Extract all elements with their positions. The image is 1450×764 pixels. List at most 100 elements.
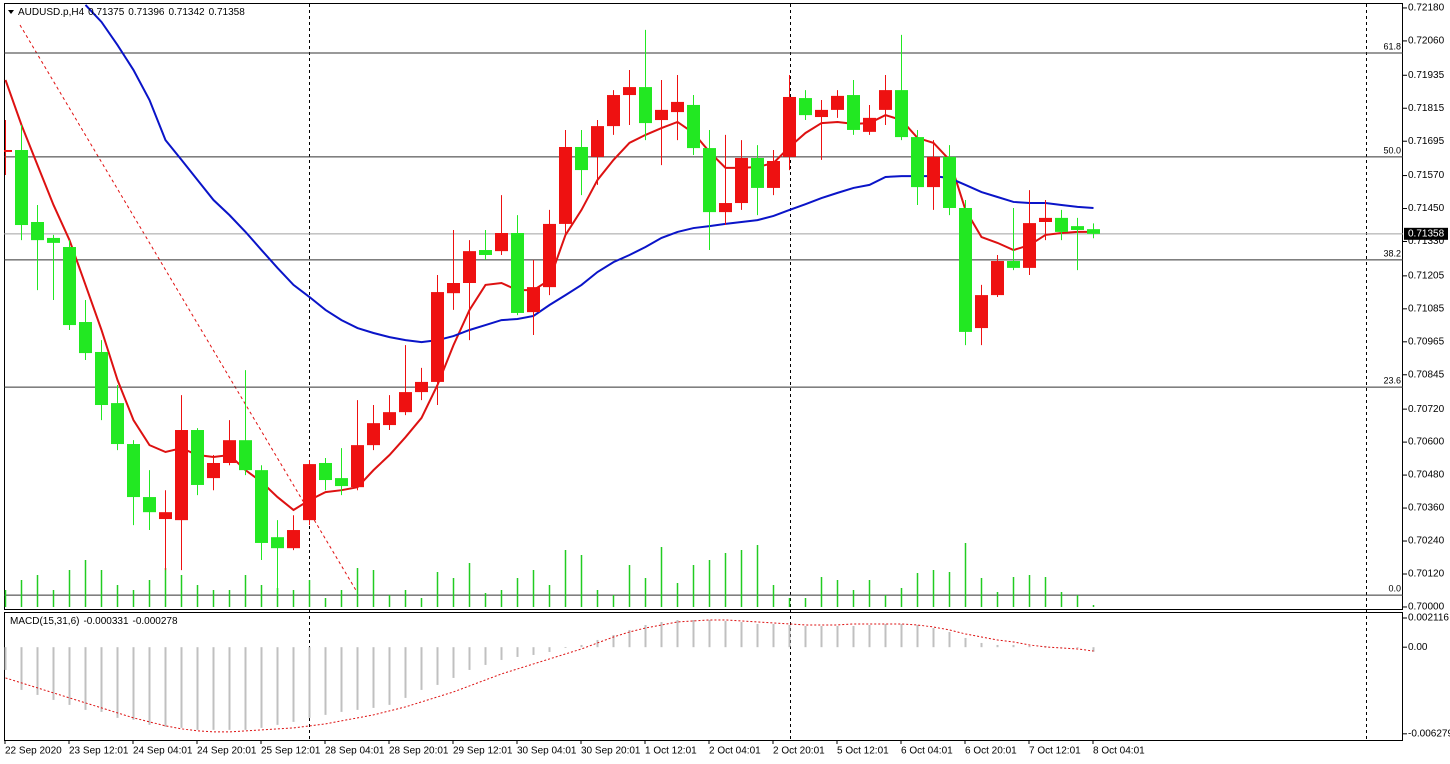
candle-body <box>719 203 732 213</box>
candle-body <box>767 161 780 188</box>
candle-body <box>47 237 60 243</box>
x-tick-label: 28 Sep 20:01 <box>389 746 449 757</box>
candle-body <box>127 444 140 498</box>
macd-tick-label: 0.00 <box>1408 642 1428 653</box>
x-tick-label: 30 Sep 04:01 <box>517 746 577 757</box>
x-tick-label: 2 Oct 04:01 <box>709 746 761 757</box>
candle-body <box>991 261 1004 296</box>
candle-body <box>367 423 380 446</box>
candle-body <box>783 96 796 157</box>
candle-body <box>191 430 204 485</box>
y-tick-label: 0.71570 <box>1408 170 1445 181</box>
candle-body <box>1071 226 1084 230</box>
candle-body <box>207 462 220 479</box>
moving-average <box>84 4 1094 344</box>
candle-body <box>15 150 28 226</box>
fib-label: 61.8 <box>1383 41 1401 51</box>
x-tick-label: 1 Oct 12:01 <box>645 746 697 757</box>
candle-body <box>607 95 620 127</box>
x-tick-label: 24 Sep 20:01 <box>197 746 257 757</box>
candle-body <box>319 462 332 481</box>
x-tick-label: 23 Sep 12:01 <box>69 746 129 757</box>
candle-body <box>927 156 940 188</box>
candle-body <box>223 440 236 463</box>
trend-line <box>19 24 358 593</box>
symbol: AUDUSD.p,H4 <box>18 7 85 18</box>
y-tick-label: 0.70845 <box>1408 369 1445 380</box>
x-tick-label: 24 Sep 04:01 <box>133 746 193 757</box>
y-tick-label: 0.71695 <box>1408 136 1445 147</box>
candle-body <box>415 381 428 393</box>
macd-tick-label: -0.006279 <box>1408 728 1450 739</box>
menu-arrow <box>8 10 14 14</box>
candle-body <box>303 464 316 521</box>
candle-body <box>1023 223 1036 268</box>
y-tick-label: 0.70240 <box>1408 536 1445 547</box>
candle-body <box>559 146 572 224</box>
candle-body <box>735 157 748 204</box>
candle-body <box>847 95 860 130</box>
x-tick-label: 25 Sep 12:01 <box>261 746 321 757</box>
x-tick-label: 6 Oct 04:01 <box>901 746 953 757</box>
y-tick-label: 0.71815 <box>1408 103 1445 114</box>
signal-value: -0.000278 <box>133 616 178 627</box>
price-tag-label: 0.71358 <box>1408 228 1445 239</box>
y-tick-label: 0.70120 <box>1408 569 1445 580</box>
candle-body <box>831 95 844 110</box>
candle-body <box>399 392 412 413</box>
x-tick-label: 6 Oct 20:01 <box>965 746 1017 757</box>
candle-body <box>623 87 636 96</box>
y-tick-label: 0.70965 <box>1408 336 1445 347</box>
candle-body <box>943 156 956 208</box>
candle-body <box>271 537 284 549</box>
x-tick-label: 2 Oct 20:01 <box>773 746 825 757</box>
candle-body <box>575 146 588 171</box>
y-tick-label: 0.70000 <box>1408 602 1445 613</box>
candle-body <box>751 157 764 188</box>
candle-body <box>511 232 524 313</box>
candle-body <box>63 247 76 326</box>
candle-body <box>687 104 700 149</box>
y-tick-label: 0.70720 <box>1408 404 1445 415</box>
candle-body <box>447 283 460 294</box>
y-tick-label: 0.70480 <box>1408 470 1445 481</box>
candle-body <box>1007 261 1020 268</box>
candle-body <box>959 207 972 332</box>
x-tick-label: 29 Sep 12:01 <box>453 746 513 757</box>
y-tick-label: 0.70600 <box>1408 437 1445 448</box>
macd-header: MACD(15,31,6) -0.000331 -0.000278 <box>10 616 178 627</box>
header-close: 0.71358 <box>209 7 246 18</box>
fib-label: 0.0 <box>1388 584 1401 594</box>
candle-body <box>527 287 540 313</box>
candle-body <box>159 512 172 520</box>
y-tick-label: 0.72180 <box>1408 3 1445 14</box>
candle-body <box>287 530 300 549</box>
fib-label: 50.0 <box>1383 145 1401 155</box>
candle-body <box>479 250 492 255</box>
candle-body <box>95 351 108 406</box>
macd-signal <box>5 619 1094 733</box>
candle-body <box>383 412 396 426</box>
candle-body <box>495 232 508 252</box>
candle-body <box>815 109 828 118</box>
macd-tick-label: 0.002116 <box>1408 613 1449 624</box>
candle-body <box>1039 217 1052 223</box>
candle-body <box>175 430 188 521</box>
candle-body <box>111 403 124 445</box>
candle-body <box>1055 217 1068 232</box>
x-tick-label: 22 Sep 2020 <box>5 746 62 757</box>
y-tick-label: 0.71330 <box>1408 236 1445 247</box>
x-tick-label: 5 Oct 12:01 <box>837 746 889 757</box>
y-tick-label: 0.70360 <box>1408 503 1445 514</box>
macd-title: MACD(15,31,6) <box>10 616 79 627</box>
candle-body <box>463 251 476 284</box>
price-pane: 61.8 50.0 38.2 23.6 0.0 <box>4 4 1403 607</box>
y-tick-label: 0.71205 <box>1408 271 1445 282</box>
x-tick-label: 28 Sep 04:01 <box>325 746 385 757</box>
header-open: 0.71375 <box>88 7 125 18</box>
candle-body <box>639 87 652 124</box>
x-tick-label: 30 Sep 20:01 <box>581 746 641 757</box>
header-low: 0.71342 <box>168 7 205 18</box>
